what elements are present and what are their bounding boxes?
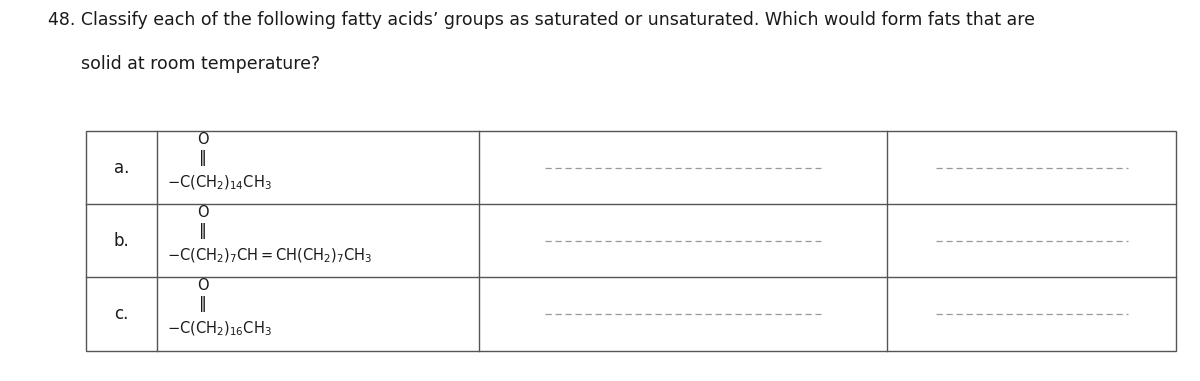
Text: a.: a. <box>114 159 130 177</box>
Text: $\mathsf{-C(CH_2)_{16}CH_3}$: $\mathsf{-C(CH_2)_{16}CH_3}$ <box>167 320 271 338</box>
Text: $\mathsf{-C(CH_2)_7CH{=}CH(CH_2)_7CH_3}$: $\mathsf{-C(CH_2)_7CH{=}CH(CH_2)_7CH_3}$ <box>167 247 372 266</box>
Text: ‖: ‖ <box>199 150 208 166</box>
Text: ‖: ‖ <box>199 224 208 239</box>
Text: c.: c. <box>115 305 128 323</box>
Text: solid at room temperature?: solid at room temperature? <box>48 55 320 73</box>
Bar <box>86 131 1176 351</box>
Text: $\mathsf{-C(CH_2)_{14}CH_3}$: $\mathsf{-C(CH_2)_{14}CH_3}$ <box>167 174 271 192</box>
Text: b.: b. <box>114 232 130 250</box>
Text: O: O <box>197 132 209 147</box>
Text: 48. Classify each of the following fatty acids’ groups as saturated or unsaturat: 48. Classify each of the following fatty… <box>48 11 1034 29</box>
Text: O: O <box>197 205 209 220</box>
Text: O: O <box>197 278 209 293</box>
Text: ‖: ‖ <box>199 296 208 312</box>
